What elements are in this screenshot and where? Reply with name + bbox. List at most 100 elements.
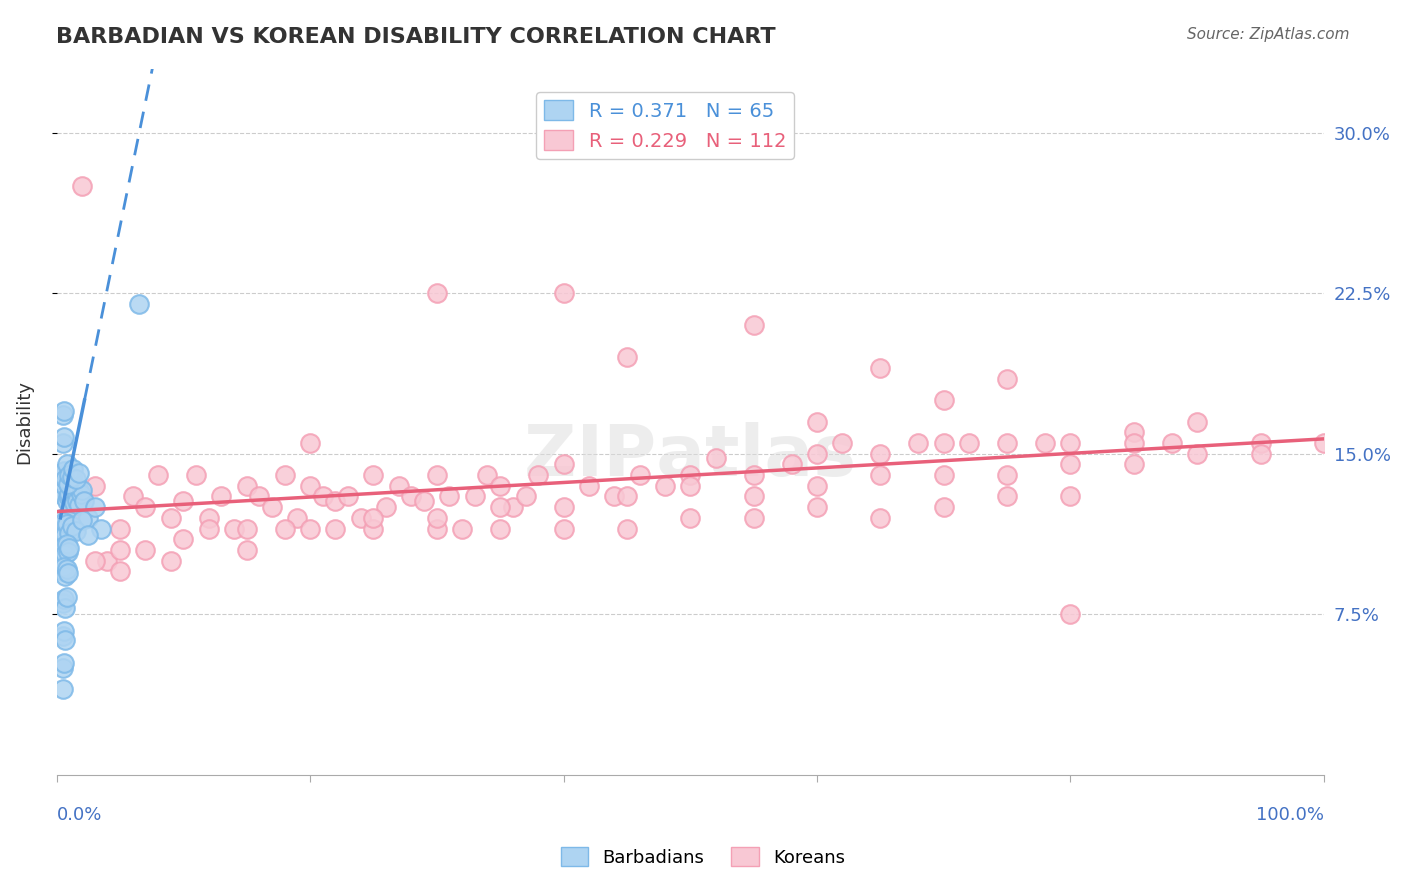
Point	[134, 500, 156, 515]
Point	[52, 681, 75, 696]
Point	[553, 522, 575, 536]
Point	[578, 479, 600, 493]
Point	[1122, 458, 1144, 472]
Point	[616, 490, 638, 504]
Point	[553, 500, 575, 515]
Point	[388, 479, 411, 493]
Point	[172, 533, 194, 547]
Point	[53, 404, 76, 418]
Point	[52, 511, 75, 525]
Point	[52, 468, 75, 483]
Point	[52, 522, 75, 536]
Point	[1122, 436, 1144, 450]
Point	[1185, 447, 1208, 461]
Point	[90, 522, 112, 536]
Point	[932, 436, 955, 450]
Point	[52, 408, 75, 422]
Point	[197, 511, 219, 525]
Point	[70, 179, 93, 194]
Point	[53, 624, 76, 639]
Point	[146, 468, 169, 483]
Point	[1059, 607, 1081, 621]
Point	[502, 500, 524, 515]
Point	[363, 511, 385, 525]
Point	[679, 479, 702, 493]
Point	[1059, 490, 1081, 504]
Point	[869, 511, 891, 525]
Point	[121, 490, 143, 504]
Point	[831, 436, 853, 450]
Point	[55, 458, 77, 472]
Point	[451, 522, 474, 536]
Point	[287, 511, 309, 525]
Point	[108, 543, 131, 558]
Point	[274, 522, 297, 536]
Point	[350, 511, 373, 525]
Point	[59, 500, 82, 515]
Point	[247, 490, 270, 504]
Point	[439, 490, 461, 504]
Point	[704, 450, 727, 465]
Point	[197, 522, 219, 536]
Point	[616, 351, 638, 365]
Point	[56, 490, 79, 504]
Point	[55, 493, 77, 508]
Point	[337, 490, 360, 504]
Point	[1059, 458, 1081, 472]
Point	[63, 496, 86, 510]
Point	[66, 493, 89, 508]
Point	[56, 476, 79, 491]
Legend: R = 0.371   N = 65, R = 0.229   N = 112: R = 0.371 N = 65, R = 0.229 N = 112	[536, 93, 794, 159]
Point	[58, 525, 80, 540]
Point	[1313, 436, 1336, 450]
Point	[553, 286, 575, 301]
Point	[209, 490, 232, 504]
Text: BARBADIAN VS KOREAN DISABILITY CORRELATION CHART: BARBADIAN VS KOREAN DISABILITY CORRELATI…	[56, 27, 776, 46]
Point	[515, 490, 537, 504]
Point	[742, 511, 765, 525]
Point	[426, 522, 449, 536]
Point	[1250, 436, 1272, 450]
Point	[1185, 415, 1208, 429]
Point	[55, 590, 77, 604]
Point	[325, 522, 347, 536]
Point	[995, 468, 1018, 483]
Point	[995, 490, 1018, 504]
Point	[932, 468, 955, 483]
Point	[464, 490, 486, 504]
Point	[58, 487, 80, 501]
Point	[932, 393, 955, 408]
Point	[299, 479, 322, 493]
Point	[654, 479, 676, 493]
Point	[53, 592, 76, 607]
Point	[325, 493, 347, 508]
Point	[70, 513, 93, 527]
Point	[58, 511, 80, 525]
Point	[299, 436, 322, 450]
Point	[235, 543, 257, 558]
Point	[184, 468, 207, 483]
Point	[159, 511, 181, 525]
Point	[67, 481, 90, 495]
Point	[58, 468, 80, 483]
Point	[869, 361, 891, 376]
Point	[55, 517, 77, 532]
Point	[1250, 447, 1272, 461]
Point	[108, 564, 131, 578]
Point	[55, 528, 77, 542]
Point	[83, 553, 105, 567]
Point	[83, 500, 105, 515]
Point	[60, 519, 83, 533]
Point	[995, 372, 1018, 386]
Point	[70, 483, 93, 497]
Point	[53, 539, 76, 553]
Point	[299, 522, 322, 536]
Point	[62, 461, 84, 475]
Point	[869, 447, 891, 461]
Point	[52, 436, 75, 450]
Point	[62, 491, 84, 506]
Point	[426, 286, 449, 301]
Text: Source: ZipAtlas.com: Source: ZipAtlas.com	[1187, 27, 1350, 42]
Point	[55, 547, 77, 561]
Point	[957, 436, 980, 450]
